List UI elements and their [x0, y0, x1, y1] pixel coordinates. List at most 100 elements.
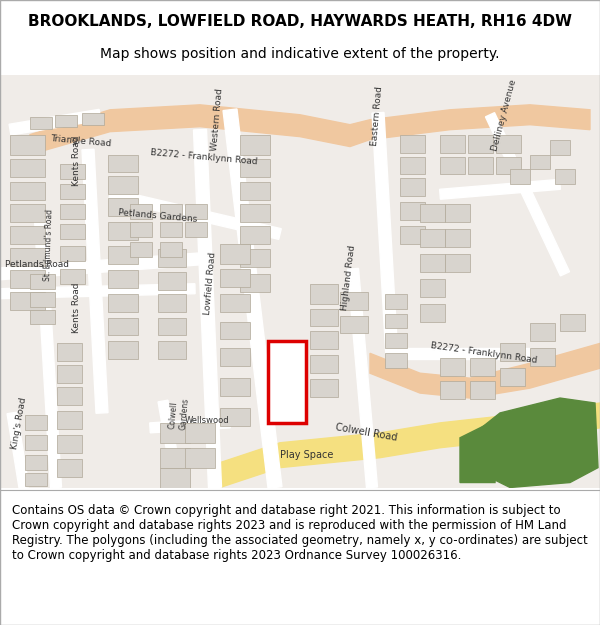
Bar: [57, 459, 82, 477]
Bar: [468, 134, 493, 152]
Bar: [420, 204, 445, 222]
Bar: [160, 468, 190, 488]
Bar: [185, 448, 215, 468]
Text: Colwell Road: Colwell Road: [335, 422, 398, 442]
Bar: [10, 248, 45, 266]
Bar: [55, 115, 77, 127]
Text: BROOKLANDS, LOWFIELD ROAD, HAYWARDS HEATH, RH16 4DW: BROOKLANDS, LOWFIELD ROAD, HAYWARDS HEAT…: [28, 14, 572, 29]
Bar: [108, 222, 138, 240]
Bar: [30, 117, 52, 129]
Bar: [530, 348, 555, 366]
Bar: [240, 274, 270, 292]
Polygon shape: [158, 400, 183, 488]
Polygon shape: [440, 179, 560, 199]
Bar: [158, 341, 186, 359]
Text: Play Space: Play Space: [280, 449, 334, 459]
Bar: [57, 387, 82, 405]
Bar: [385, 294, 407, 309]
Bar: [310, 309, 338, 326]
Bar: [530, 324, 555, 341]
Bar: [57, 365, 82, 383]
Bar: [108, 294, 138, 312]
Bar: [57, 411, 82, 429]
Text: King's Road: King's Road: [10, 396, 28, 450]
Bar: [440, 358, 465, 376]
Bar: [130, 204, 152, 219]
Polygon shape: [109, 189, 281, 239]
Bar: [10, 182, 45, 200]
Text: Contains OS data © Crown copyright and database right 2021. This information is : Contains OS data © Crown copyright and d…: [12, 504, 588, 562]
Bar: [468, 156, 493, 174]
Bar: [160, 448, 190, 468]
Bar: [268, 341, 306, 423]
Text: Kents Road: Kents Road: [72, 136, 81, 186]
Bar: [440, 381, 465, 399]
Text: Lowfield Road: Lowfield Road: [203, 252, 217, 316]
Bar: [470, 381, 495, 399]
Bar: [560, 314, 585, 331]
Bar: [496, 156, 521, 174]
Bar: [25, 455, 47, 469]
Bar: [158, 249, 186, 267]
Bar: [240, 134, 270, 154]
Bar: [220, 378, 250, 396]
Bar: [220, 269, 250, 287]
Bar: [240, 226, 270, 244]
Bar: [500, 368, 525, 386]
Bar: [10, 134, 45, 154]
Text: St. Edmund's Road: St. Edmund's Road: [43, 209, 55, 281]
Polygon shape: [0, 253, 200, 280]
Bar: [510, 169, 530, 184]
Bar: [158, 294, 186, 312]
Bar: [160, 204, 182, 219]
Bar: [60, 164, 85, 179]
Polygon shape: [372, 112, 398, 359]
Bar: [10, 292, 45, 309]
Bar: [60, 184, 85, 199]
Bar: [420, 279, 445, 297]
Polygon shape: [347, 268, 377, 488]
Bar: [340, 316, 368, 333]
Bar: [440, 156, 465, 174]
Bar: [130, 222, 152, 237]
Bar: [82, 112, 104, 125]
Polygon shape: [460, 418, 500, 482]
Bar: [108, 270, 138, 288]
Bar: [10, 159, 45, 177]
Bar: [220, 348, 250, 366]
Text: B2272 - Franklynn Road: B2272 - Franklynn Road: [430, 341, 538, 365]
Polygon shape: [220, 403, 600, 488]
Bar: [550, 139, 570, 154]
Bar: [57, 343, 82, 361]
Text: Western Road: Western Road: [210, 88, 224, 151]
Bar: [130, 242, 152, 257]
Bar: [185, 204, 207, 219]
Polygon shape: [9, 109, 101, 135]
Polygon shape: [370, 343, 600, 398]
Bar: [445, 204, 470, 222]
Bar: [400, 202, 425, 220]
Polygon shape: [485, 112, 569, 276]
Bar: [400, 226, 425, 244]
Text: Delliney Avenue: Delliney Avenue: [490, 78, 518, 151]
Text: Petlands Gardens: Petlands Gardens: [118, 208, 198, 224]
Polygon shape: [223, 109, 282, 488]
Bar: [420, 304, 445, 321]
Bar: [310, 331, 338, 349]
Bar: [240, 249, 270, 267]
Bar: [108, 176, 138, 194]
Polygon shape: [0, 284, 195, 299]
Bar: [440, 134, 465, 152]
Bar: [385, 353, 407, 368]
Polygon shape: [395, 348, 530, 359]
Polygon shape: [30, 105, 590, 154]
Bar: [57, 435, 82, 452]
Bar: [160, 242, 182, 257]
Bar: [385, 333, 407, 348]
Bar: [555, 169, 575, 184]
Bar: [240, 204, 270, 222]
Bar: [400, 134, 425, 152]
Bar: [240, 182, 270, 200]
Bar: [108, 341, 138, 359]
Bar: [445, 229, 470, 247]
